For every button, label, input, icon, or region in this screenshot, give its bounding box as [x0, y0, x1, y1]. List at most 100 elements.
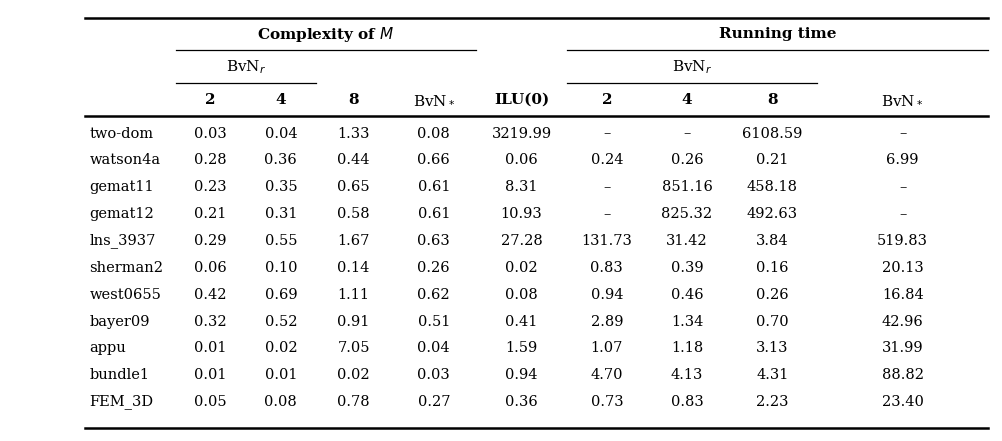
- Text: 0.69: 0.69: [265, 288, 297, 302]
- Text: 42.96: 42.96: [881, 314, 923, 329]
- Text: 0.08: 0.08: [417, 127, 450, 141]
- Text: 0.29: 0.29: [194, 234, 226, 248]
- Text: 0.08: 0.08: [265, 395, 297, 409]
- Text: 4.70: 4.70: [590, 368, 622, 382]
- Text: 0.61: 0.61: [417, 180, 450, 194]
- Text: FEM_3D: FEM_3D: [89, 395, 153, 410]
- Text: 0.10: 0.10: [265, 261, 297, 275]
- Text: 0.26: 0.26: [670, 153, 702, 168]
- Text: 4: 4: [276, 93, 286, 107]
- Text: 4: 4: [681, 93, 691, 107]
- Text: 88.82: 88.82: [881, 368, 923, 382]
- Text: 0.46: 0.46: [670, 288, 702, 302]
- Text: 0.51: 0.51: [417, 314, 450, 329]
- Text: 3219.99: 3219.99: [491, 127, 551, 141]
- Text: 2: 2: [205, 93, 215, 107]
- Text: BvN$_r$: BvN$_r$: [671, 58, 711, 76]
- Text: 10.93: 10.93: [500, 207, 542, 221]
- Text: 1.34: 1.34: [670, 314, 702, 329]
- Text: gemat12: gemat12: [89, 207, 154, 221]
- Text: 0.24: 0.24: [590, 153, 622, 168]
- Text: 31.99: 31.99: [881, 341, 923, 355]
- Text: 0.21: 0.21: [756, 153, 788, 168]
- Text: 0.61: 0.61: [417, 207, 450, 221]
- Text: bayer09: bayer09: [89, 314, 149, 329]
- Text: 0.58: 0.58: [337, 207, 370, 221]
- Text: 0.16: 0.16: [756, 261, 788, 275]
- Text: 31.42: 31.42: [665, 234, 707, 248]
- Text: BvN$_*$: BvN$_*$: [412, 93, 455, 107]
- Text: 1.18: 1.18: [670, 341, 702, 355]
- Text: 0.01: 0.01: [194, 368, 226, 382]
- Text: 8.31: 8.31: [505, 180, 537, 194]
- Text: 0.03: 0.03: [194, 127, 226, 141]
- Text: 0.06: 0.06: [505, 153, 537, 168]
- Text: 0.02: 0.02: [337, 368, 370, 382]
- Text: 0.41: 0.41: [505, 314, 537, 329]
- Text: 0.70: 0.70: [756, 314, 788, 329]
- Text: –: –: [602, 127, 610, 141]
- Text: 0.91: 0.91: [337, 314, 370, 329]
- Text: 0.35: 0.35: [265, 180, 297, 194]
- Text: 458.18: 458.18: [746, 180, 797, 194]
- Text: Complexity of $M$: Complexity of $M$: [257, 25, 395, 44]
- Text: –: –: [602, 207, 610, 221]
- Text: 0.08: 0.08: [505, 288, 537, 302]
- Text: 0.94: 0.94: [590, 288, 622, 302]
- Text: 0.66: 0.66: [417, 153, 450, 168]
- Text: ILU(0): ILU(0): [493, 93, 549, 107]
- Text: 0.39: 0.39: [670, 261, 702, 275]
- Text: 0.26: 0.26: [417, 261, 450, 275]
- Text: gemat11: gemat11: [89, 180, 153, 194]
- Text: 0.83: 0.83: [670, 395, 702, 409]
- Text: 0.83: 0.83: [590, 261, 622, 275]
- Text: 1.67: 1.67: [337, 234, 370, 248]
- Text: –: –: [898, 180, 906, 194]
- Text: BvN$_r$: BvN$_r$: [225, 58, 266, 76]
- Text: 0.28: 0.28: [194, 153, 226, 168]
- Text: 0.62: 0.62: [417, 288, 450, 302]
- Text: 0.26: 0.26: [756, 288, 788, 302]
- Text: 0.21: 0.21: [194, 207, 226, 221]
- Text: 0.04: 0.04: [265, 127, 297, 141]
- Text: 1.59: 1.59: [505, 341, 537, 355]
- Text: 0.94: 0.94: [505, 368, 537, 382]
- Text: Running time: Running time: [717, 27, 836, 41]
- Text: –: –: [682, 127, 690, 141]
- Text: 0.36: 0.36: [505, 395, 537, 409]
- Text: 0.32: 0.32: [194, 314, 226, 329]
- Text: BvN$_*$: BvN$_*$: [881, 93, 923, 107]
- Text: 0.52: 0.52: [265, 314, 297, 329]
- Text: 3.84: 3.84: [756, 234, 788, 248]
- Text: 2.89: 2.89: [590, 314, 622, 329]
- Text: 20.13: 20.13: [881, 261, 923, 275]
- Text: 2.23: 2.23: [756, 395, 788, 409]
- Text: 0.55: 0.55: [265, 234, 297, 248]
- Text: 4.13: 4.13: [670, 368, 702, 382]
- Text: 6108.59: 6108.59: [741, 127, 802, 141]
- Text: two-dom: two-dom: [89, 127, 153, 141]
- Text: –: –: [602, 180, 610, 194]
- Text: lns_3937: lns_3937: [89, 234, 155, 248]
- Text: 519.83: 519.83: [877, 234, 927, 248]
- Text: 0.65: 0.65: [337, 180, 370, 194]
- Text: –: –: [898, 127, 906, 141]
- Text: 0.06: 0.06: [194, 261, 226, 275]
- Text: 0.73: 0.73: [590, 395, 622, 409]
- Text: 0.42: 0.42: [194, 288, 226, 302]
- Text: 0.03: 0.03: [417, 368, 450, 382]
- Text: 0.04: 0.04: [417, 341, 450, 355]
- Text: 7.05: 7.05: [337, 341, 370, 355]
- Text: 0.14: 0.14: [337, 261, 370, 275]
- Text: watson4a: watson4a: [89, 153, 160, 168]
- Text: 0.05: 0.05: [194, 395, 226, 409]
- Text: 16.84: 16.84: [881, 288, 923, 302]
- Text: 8: 8: [767, 93, 777, 107]
- Text: 27.28: 27.28: [500, 234, 542, 248]
- Text: 0.23: 0.23: [194, 180, 226, 194]
- Text: 131.73: 131.73: [581, 234, 631, 248]
- Text: 0.78: 0.78: [337, 395, 370, 409]
- Text: 0.44: 0.44: [337, 153, 370, 168]
- Text: 1.11: 1.11: [338, 288, 369, 302]
- Text: 0.27: 0.27: [417, 395, 450, 409]
